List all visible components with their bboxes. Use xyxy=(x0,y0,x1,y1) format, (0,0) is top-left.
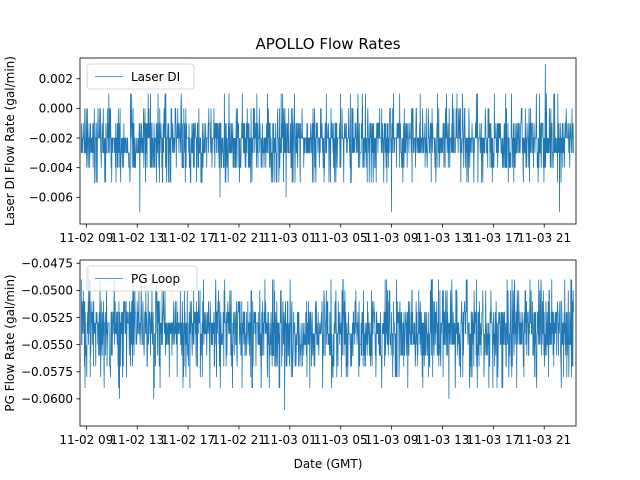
pg-loop-x-label: Date (GMT) xyxy=(294,457,363,471)
x-tick-label: 11-02 17 xyxy=(161,433,215,447)
pg-loop-y-label: PG Flow Rate (gal/min) xyxy=(3,274,17,411)
y-tick-label: −0.006 xyxy=(29,191,73,205)
x-tick-label: 11-03 17 xyxy=(466,433,520,447)
x-tick-label: 11-02 17 xyxy=(161,231,215,245)
pg-loop-y-axis: −0.0475 −0.0500 −0.0525 −0.0550 −0.0575 −0.06… xyxy=(21,257,80,406)
pg-loop-legend-label: PG Loop xyxy=(131,272,180,286)
laser-di-legend[interactable]: Laser DI xyxy=(86,63,195,90)
x-tick-label: 11-02 13 xyxy=(110,433,164,447)
x-tick-label: 11-03 21 xyxy=(517,231,571,245)
y-tick-label: −0.0575 xyxy=(21,365,73,379)
y-tick-label: 0.000 xyxy=(39,102,73,116)
x-tick-label: 11-02 13 xyxy=(110,231,164,245)
laser-di-plot-frame xyxy=(79,57,577,225)
laser-di-series xyxy=(80,63,574,213)
y-tick-label: −0.002 xyxy=(29,131,73,145)
y-tick-label: −0.0500 xyxy=(21,284,73,298)
pg-loop-legend-box xyxy=(86,265,198,292)
pg-loop-legend[interactable]: PG Loop xyxy=(86,265,198,292)
figure-title: APOLLO Flow Rates xyxy=(255,35,400,53)
y-tick-label: 0.002 xyxy=(39,72,73,86)
x-tick-label: 11-03 13 xyxy=(415,433,469,447)
x-tick-label: 11-03 09 xyxy=(365,433,419,447)
x-tick-label: 11-02 09 xyxy=(59,231,113,245)
x-tick-label: 11-03 09 xyxy=(365,231,419,245)
series-line xyxy=(80,268,574,410)
laser-di-legend-box xyxy=(86,63,195,90)
x-tick-label: 11-03 17 xyxy=(466,231,520,245)
x-tick-label: 11-03 05 xyxy=(314,231,368,245)
x-tick-label: 11-02 09 xyxy=(59,433,113,447)
laser-di-y-axis: 0.002 0.000 −0.002 −0.004 −0.006 xyxy=(29,72,80,205)
x-tick-label: 11-03 01 xyxy=(263,433,317,447)
pg-loop-series xyxy=(80,268,574,410)
y-tick-label: −0.0475 xyxy=(21,257,73,271)
x-tick-label: 11-03 01 xyxy=(263,231,317,245)
x-tick-label: 11-03 21 xyxy=(517,433,571,447)
y-tick-label: −0.004 xyxy=(29,161,73,175)
y-tick-label: −0.0525 xyxy=(21,311,73,325)
y-tick-label: −0.0600 xyxy=(21,392,73,406)
pg-loop-plot-frame xyxy=(79,259,577,427)
x-tick-label: 11-03 05 xyxy=(314,433,368,447)
laser-di-legend-label: Laser DI xyxy=(131,70,180,84)
series-line xyxy=(80,63,574,213)
x-tick-label: 11-03 13 xyxy=(415,231,469,245)
x-tick-label: 11-02 21 xyxy=(212,231,266,245)
y-tick-label: −0.0550 xyxy=(21,338,73,352)
pg-loop-panel: −0.0475 −0.0500 −0.0525 −0.0550 −0.0575 −0.06… xyxy=(3,257,577,471)
x-tick-label: 11-02 21 xyxy=(212,433,266,447)
laser-di-y-label: Laser DI Flow Rate (gal/min) xyxy=(3,56,17,226)
